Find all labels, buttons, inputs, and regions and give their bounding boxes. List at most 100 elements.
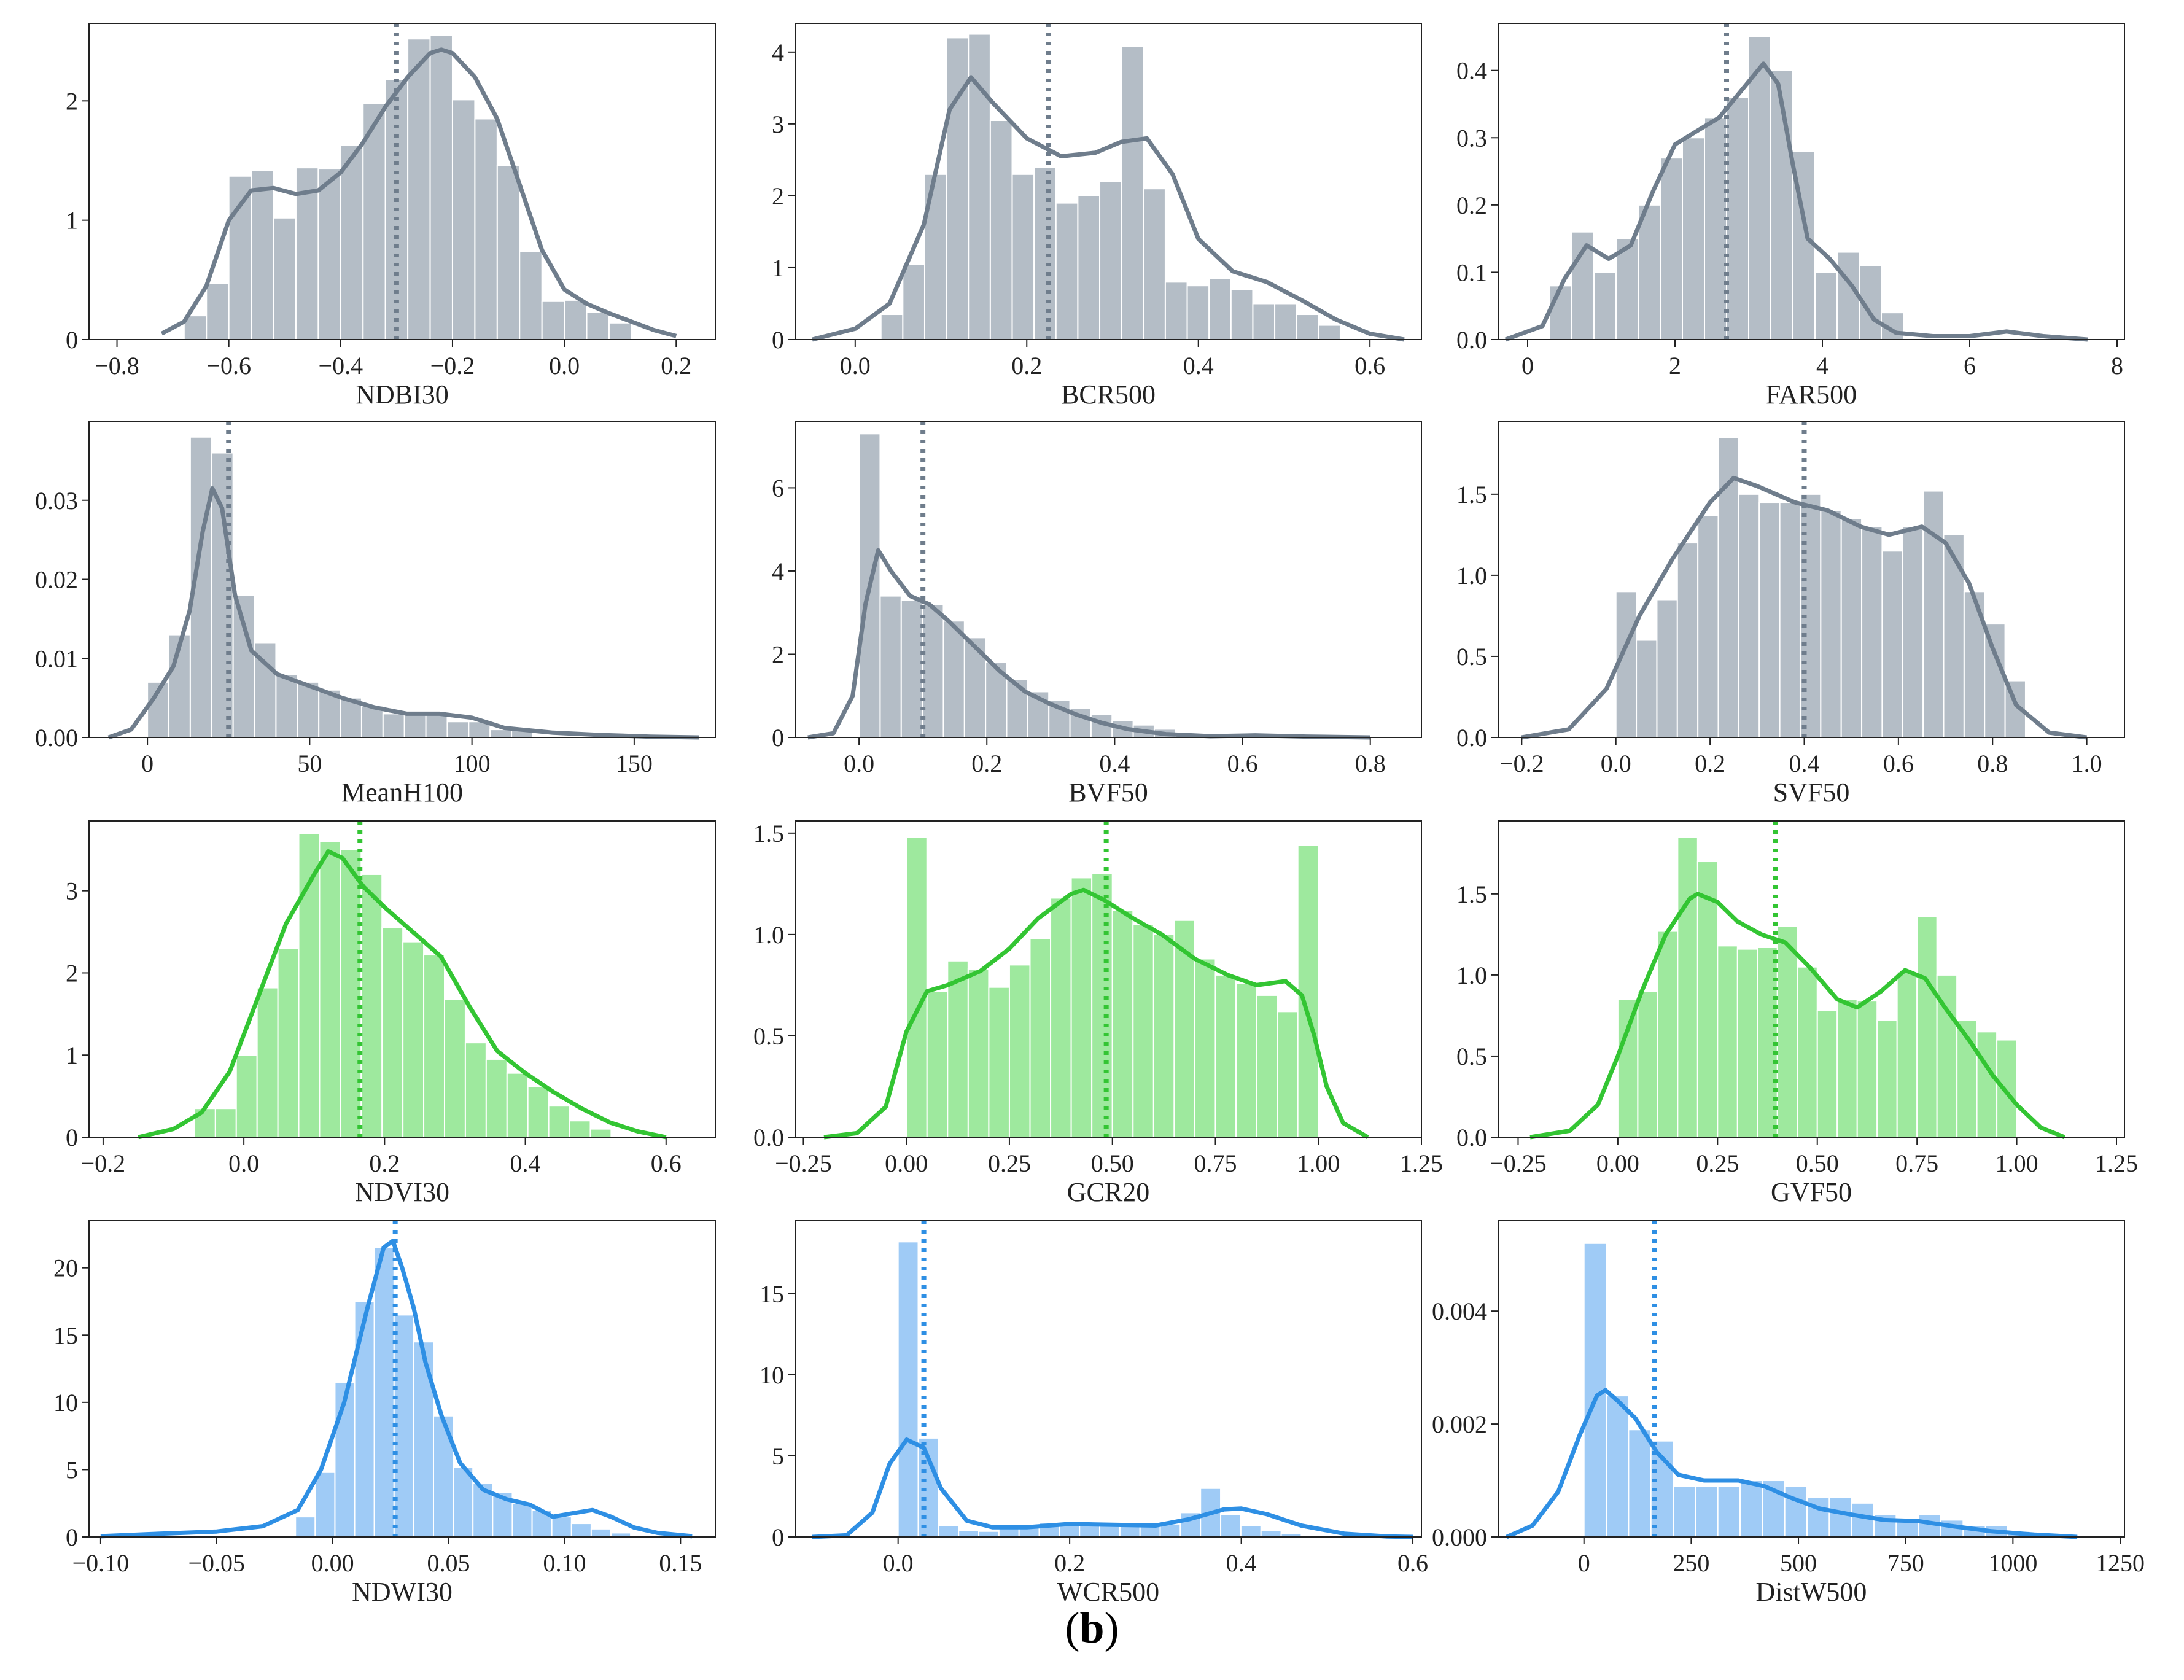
histogram-bar [1194,958,1216,1138]
x-tick-label: 0.4 [1789,750,1819,777]
chart-panel-wcr500: 0.0 0.2 0.4 0.6 0 5 10 15 WCR500 [760,1220,1428,1607]
histogram-bar [1208,278,1232,340]
histogram-bar [1099,181,1122,340]
x-axis-label: MeanH100 [341,777,463,807]
x-tick-label: 1.00 [1297,1149,1340,1177]
x-tick-label: 0.05 [427,1549,470,1577]
x-tick-label: 0.8 [1355,750,1386,777]
histogram-bar [511,1503,533,1538]
histogram-bar [1235,982,1257,1138]
histogram-bar [902,263,925,340]
y-tick-label: 0.5 [1456,1043,1487,1070]
histogram-bar [906,836,928,1138]
histogram-bar [1070,877,1093,1138]
x-tick-label: 0 [1521,352,1534,379]
x-tick-label: −0.6 [206,352,251,379]
histogram-bar [496,165,521,340]
y-tick-label: 0 [66,326,78,354]
x-tick-label: −0.8 [95,352,139,379]
x-axis-label: GVF50 [1771,1177,1852,1207]
histogram-bar [947,960,969,1138]
histogram-bar [275,674,298,738]
axes-frame [1498,1220,2125,1538]
x-tick-label: 0.6 [1227,750,1258,777]
axes-frame [795,421,1422,738]
x-axis-label: BVF50 [1068,777,1148,807]
kde-curve [160,47,677,338]
histogram-bar [273,217,297,340]
y-tick-label: 0.01 [35,645,78,672]
y-tick-label: 2 [772,182,784,210]
histogram-bar [1111,909,1134,1138]
histogram-bar [1277,1011,1299,1138]
y-tick-label: 0.0 [1456,1124,1487,1151]
histogram-bar [485,1058,508,1138]
x-tick-label: −0.4 [319,352,363,379]
histogram-bar [1840,518,1863,738]
histogram-bar [1657,930,1679,1138]
caption-letter: b [1079,1603,1105,1652]
x-axis-label: FAR500 [1766,379,1857,410]
chart-panel-far500: 0 2 4 6 8 0.0 0.1 0.2 0.3 0.4 FAR500 [1456,23,2125,410]
y-tick-label: 1.5 [1456,481,1487,508]
y-tick-label: 0 [772,1523,784,1551]
histogram-bar [1091,873,1113,1138]
histogram-bar [1260,1530,1282,1538]
x-tick-label: 0.2 [369,1149,400,1177]
x-tick-label: 0.50 [1091,1149,1134,1177]
x-tick-label: 1000 [1988,1549,2037,1577]
chart-panel-bcr500: 0.0 0.2 0.4 0.6 0 1 2 3 4 BCR500 [772,23,1422,410]
axes-frame [88,820,716,1138]
histogram-bar [256,987,279,1138]
x-axis-label: SVF50 [1773,777,1850,807]
histogram-bar [1896,971,1918,1138]
histogram-bar [1677,836,1698,1138]
x-tick-label: 0.10 [543,1549,586,1577]
histogram-bar [1836,251,1860,340]
histogram-bar [527,1086,550,1138]
x-tick-label: 0.8 [1977,750,2008,777]
histogram-bar [1779,502,1801,738]
histogram-bar [1820,510,1842,738]
histogram-bar [541,300,565,340]
histogram-bar [586,311,610,340]
histogram-bar [1738,493,1760,738]
histogram-bar [1606,1395,1630,1538]
histogram-bar [1164,281,1188,341]
x-tick-label: 1.25 [2095,1149,2138,1177]
x-tick-label: 0.25 [988,1149,1031,1177]
histogram-bar [1814,271,1838,341]
x-tick-label: 50 [297,750,322,777]
histogram-bar [1758,502,1781,738]
x-tick-label: 4 [1816,352,1828,379]
histogram-bar [373,1246,395,1538]
histogram-bar [1851,1502,1875,1538]
x-tick-label: 0.2 [1054,1549,1085,1577]
y-tick-label: 1 [66,207,78,235]
x-tick-label: 0.50 [1796,1149,1839,1177]
y-tick-label: 1.5 [753,820,784,847]
histogram-bar [1828,1496,1852,1538]
histogram-bar [1656,599,1678,738]
histogram-bar [1549,285,1572,340]
histogram-bar [1902,526,1924,739]
x-tick-label: −0.2 [81,1149,126,1177]
histogram-bar [1297,844,1319,1138]
histogram-bar [1214,974,1237,1138]
histogram-bar [958,1530,980,1538]
histogram-bar [206,282,230,340]
x-axis-label: NDVI30 [355,1177,449,1207]
y-tick-label: 0.5 [753,1022,784,1050]
histogram-bar [608,322,632,341]
x-tick-label: 250 [1673,1549,1709,1577]
histogram-bar [1240,1525,1262,1538]
histogram-bar [1593,271,1617,341]
x-tick-label: −0.2 [1499,750,1544,777]
histogram-bar [228,175,252,340]
x-tick-label: 1.25 [1400,1149,1443,1177]
x-tick-label: 0.0 [549,352,580,379]
x-tick-label: 1.0 [2072,750,2102,777]
x-tick-label: 750 [1887,1549,1924,1577]
x-tick-label: 500 [1780,1549,1817,1577]
y-tick-label: 0.2 [1456,192,1487,219]
